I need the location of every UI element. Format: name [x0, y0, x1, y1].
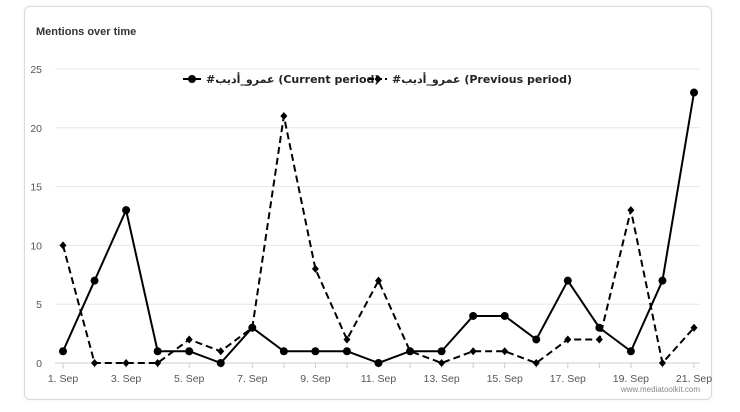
x-axis-ticks: 1. Sep 3. Sep 5. Sep 7. Sep 9. Sep 11. Sep 13.…: [48, 363, 712, 385]
data-point-previous: [627, 206, 635, 215]
data-point-previous: [690, 323, 698, 332]
x-tick-label: 9. Sep: [300, 373, 331, 385]
data-point-current: [563, 276, 572, 285]
data-point-previous: [438, 359, 446, 367]
data-point-previous: [185, 335, 193, 344]
data-point-current: [469, 311, 478, 320]
data-point-previous: [501, 347, 509, 356]
y-tick-label: 5: [36, 299, 42, 311]
chart-card: [24, 6, 712, 400]
data-point-current: [690, 88, 698, 97]
x-tick-label: 13. Sep: [423, 373, 459, 385]
data-point-current: [374, 359, 383, 367]
data-point-previous: [532, 359, 540, 367]
x-tick-label: 11. Sep: [361, 373, 397, 385]
data-point-current: [59, 347, 67, 356]
series-line-2: [62, 115, 695, 364]
data-point-current: [90, 276, 99, 285]
credit-text: www.mediatoolkit.com: [620, 385, 700, 394]
legend-label-2: #عمرو_أديب (Previous period): [392, 72, 572, 86]
series-group: [59, 88, 698, 367]
data-point-previous: [375, 276, 382, 285]
data-point-current: [311, 347, 320, 356]
data-point-previous: [122, 359, 130, 367]
data-point-previous: [595, 335, 603, 344]
data-point-current: [122, 206, 131, 215]
data-point-current: [342, 347, 351, 356]
data-point-previous: [469, 347, 477, 356]
data-point-previous: [280, 112, 288, 121]
legend-marker-current: [188, 75, 196, 83]
data-point-current: [658, 276, 667, 285]
x-tick-label: 21. Sep: [676, 373, 712, 385]
data-point-current: [216, 359, 225, 367]
x-tick-label: 1. Sep: [48, 373, 79, 385]
x-tick-label: 19. Sep: [613, 373, 649, 385]
y-tick-label: 0: [36, 358, 42, 370]
x-tick-label: 17. Sep: [550, 373, 586, 385]
y-axis-ticks: 0 5 10 15 20 25: [30, 64, 42, 370]
y-tick-label: 25: [30, 64, 42, 76]
y-tick-label: 10: [30, 240, 42, 252]
data-point-previous: [217, 347, 225, 356]
data-point-previous: [658, 359, 666, 367]
data-point-previous: [154, 359, 162, 367]
data-point-previous: [406, 347, 414, 356]
data-point-current: [279, 347, 288, 356]
data-point-current: [500, 311, 509, 320]
series-line-1: [62, 92, 695, 364]
x-tick-label: 3. Sep: [111, 373, 142, 385]
data-point-current: [153, 347, 162, 356]
x-tick-label: 5. Sep: [174, 373, 205, 385]
data-point-previous: [311, 264, 319, 273]
data-point-current: [626, 347, 635, 356]
data-point-previous: [91, 359, 99, 367]
data-point-current: [437, 347, 446, 356]
data-point-previous: [59, 241, 67, 250]
y-tick-label: 20: [30, 123, 42, 135]
data-point-current: [532, 335, 541, 344]
data-point-previous: [248, 323, 256, 332]
x-tick-label: 7. Sep: [237, 373, 268, 385]
legend-label-1: #عمرو_أديب (Current period): [206, 72, 379, 86]
legend: #عمرو_أديب (Current period) #عمرو_أديب (P…: [183, 72, 572, 86]
x-tick-label: 15. Sep: [487, 373, 523, 385]
y-tick-label: 15: [30, 182, 42, 194]
data-point-previous: [343, 335, 351, 344]
chart-title: Mentions over time: [36, 26, 137, 38]
gridlines: [55, 68, 700, 364]
legend-marker-previous: [374, 75, 382, 83]
data-point-previous: [564, 335, 572, 344]
data-point-current: [185, 347, 194, 356]
